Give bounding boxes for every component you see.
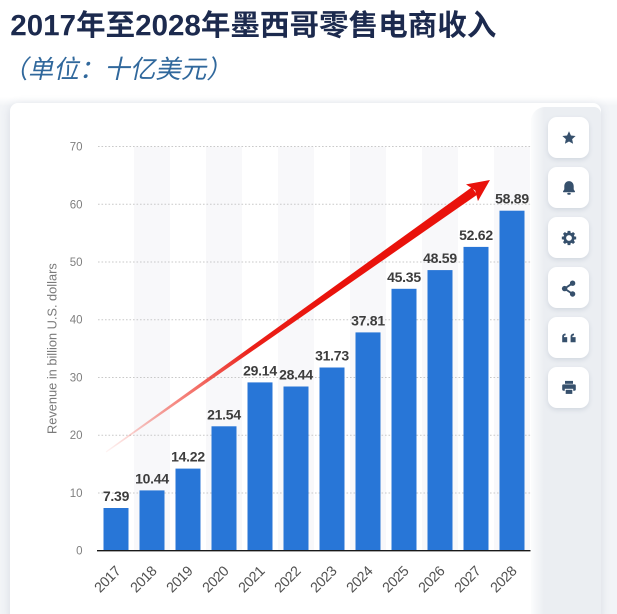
svg-text:37.81: 37.81 [351,312,385,328]
svg-text:2026: 2026 [416,563,449,596]
svg-text:48.59: 48.59 [423,250,457,266]
svg-text:70: 70 [70,142,83,154]
svg-text:14.22: 14.22 [171,449,205,465]
svg-text:45.35: 45.35 [387,269,421,285]
svg-text:10.44: 10.44 [135,470,169,486]
svg-text:2019: 2019 [164,563,197,596]
svg-text:52.62: 52.62 [459,227,493,243]
svg-text:2023: 2023 [308,563,341,596]
svg-text:60: 60 [70,199,83,211]
svg-text:2017: 2017 [92,563,125,596]
svg-text:0: 0 [76,546,82,558]
svg-text:28.44: 28.44 [279,367,313,383]
svg-text:21.54: 21.54 [207,406,241,422]
svg-text:2022: 2022 [272,563,305,596]
svg-text:40: 40 [70,315,83,327]
svg-text:58.89: 58.89 [495,191,529,207]
svg-text:2025: 2025 [380,563,413,596]
svg-text:2027: 2027 [452,563,485,596]
svg-text:2028: 2028 [488,563,521,596]
svg-text:50: 50 [70,257,83,269]
svg-text:29.14: 29.14 [243,362,277,378]
svg-text:31.73: 31.73 [315,348,349,364]
svg-text:2024: 2024 [344,563,377,596]
svg-text:20: 20 [70,430,83,442]
svg-text:2021: 2021 [236,563,269,596]
svg-text:10: 10 [70,488,83,500]
svg-text:7.39: 7.39 [103,488,130,504]
svg-text:30: 30 [70,373,83,385]
svg-text:Revenue in billion U.S. dollar: Revenue in billion U.S. dollars [45,263,60,434]
svg-text:2020: 2020 [200,563,233,596]
svg-text:2018: 2018 [128,563,161,596]
